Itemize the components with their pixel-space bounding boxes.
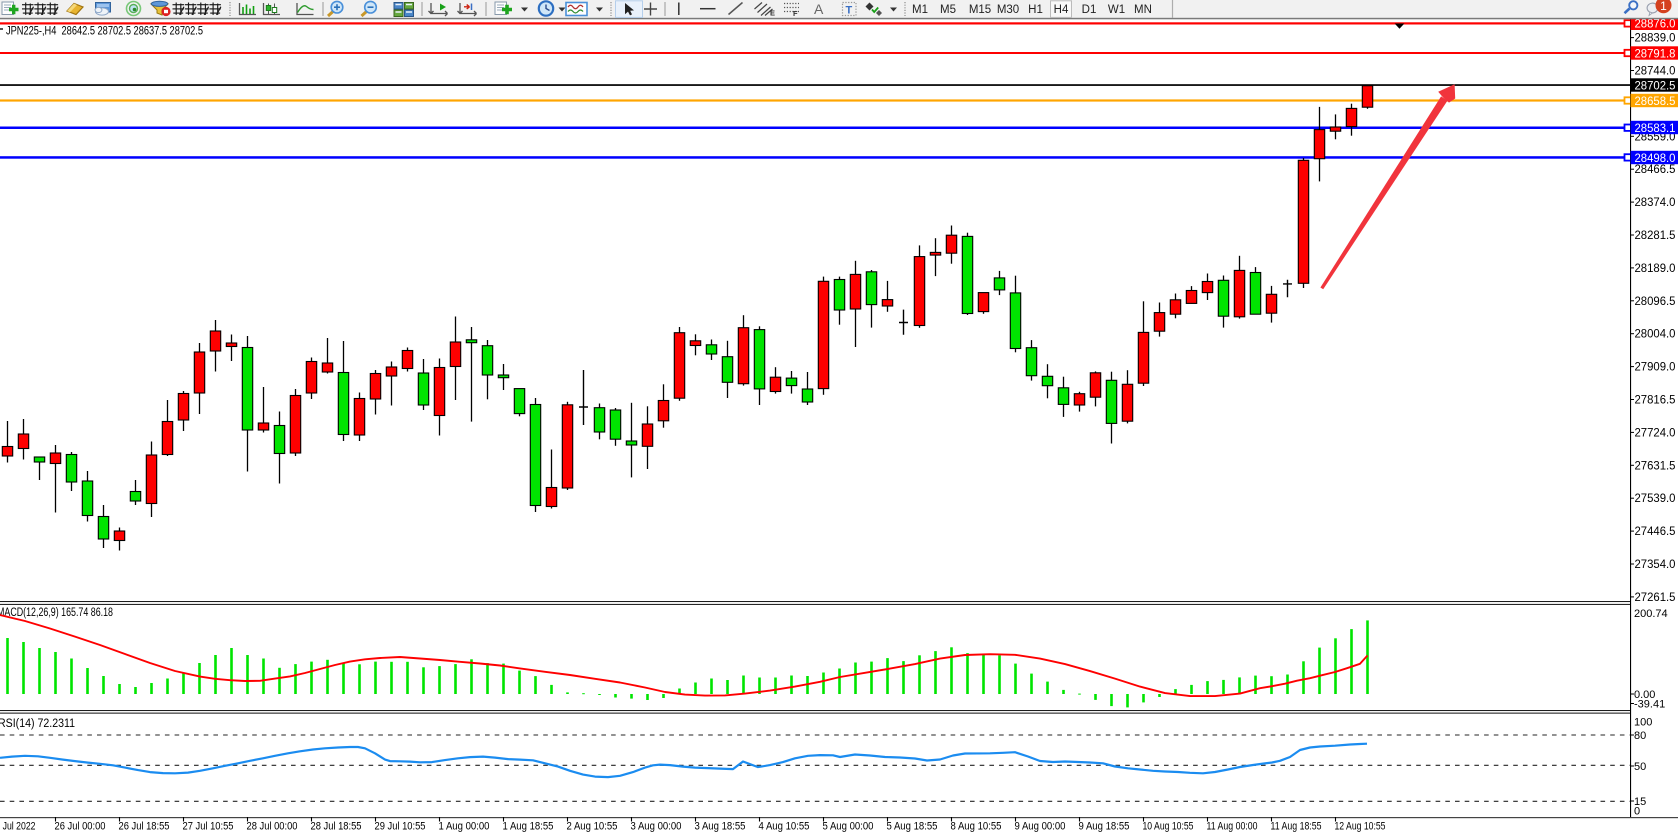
- svg-text:-39.41: -39.41: [1634, 699, 1665, 711]
- svg-text:26 Jul 18:55: 26 Jul 18:55: [119, 821, 170, 833]
- svg-text:28583.1: 28583.1: [1635, 123, 1676, 135]
- svg-text:5 Aug 18:55: 5 Aug 18:55: [887, 821, 938, 833]
- svg-text:25 Jul 2022: 25 Jul 2022: [0, 821, 36, 833]
- svg-text:28839.0: 28839.0: [1635, 33, 1676, 45]
- svg-text:28498.0: 28498.0: [1635, 153, 1676, 165]
- svg-text:28096.5: 28096.5: [1635, 296, 1676, 308]
- svg-text:3 Aug 00:00: 3 Aug 00:00: [631, 821, 682, 833]
- svg-text:80: 80: [1634, 730, 1646, 742]
- svg-text:28702.5: 28702.5: [1635, 80, 1676, 92]
- svg-text:27909.0: 27909.0: [1635, 362, 1676, 374]
- svg-text:H1: H1: [1028, 4, 1043, 16]
- svg-text:F: F: [793, 9, 798, 18]
- svg-text:1 Aug 00:00: 1 Aug 00:00: [439, 821, 490, 833]
- svg-text:W1: W1: [1108, 4, 1125, 16]
- svg-text:9 Aug 00:00: 9 Aug 00:00: [1015, 821, 1066, 833]
- svg-text:JPN225-,H4 28642.5 28702.5 28: JPN225-,H4 28642.5 28702.5 28637.5 28702…: [6, 24, 203, 38]
- svg-text:8 Aug 10:55: 8 Aug 10:55: [951, 821, 1002, 833]
- svg-text:28559.0: 28559.0: [1635, 131, 1676, 143]
- svg-text:4 Aug 10:55: 4 Aug 10:55: [759, 821, 810, 833]
- svg-text:28189.0: 28189.0: [1635, 263, 1676, 275]
- svg-text:29 Jul 10:55: 29 Jul 10:55: [375, 821, 426, 833]
- svg-text:A: A: [814, 1, 824, 17]
- svg-text:28004.0: 28004.0: [1635, 329, 1676, 341]
- svg-text:MACD(12,26,9) 165.74 86.18: MACD(12,26,9) 165.74 86.18: [0, 607, 113, 619]
- svg-text:28876.0: 28876.0: [1635, 19, 1676, 31]
- svg-text:200.74: 200.74: [1634, 608, 1668, 620]
- svg-text:1: 1: [1660, 0, 1667, 13]
- svg-text:28281.5: 28281.5: [1635, 230, 1676, 242]
- svg-text:28 Jul 00:00: 28 Jul 00:00: [247, 821, 298, 833]
- svg-text:11 Aug 18:55: 11 Aug 18:55: [1271, 821, 1322, 833]
- svg-text:D1: D1: [1082, 4, 1097, 16]
- svg-text:M30: M30: [997, 4, 1019, 16]
- svg-text:M5: M5: [940, 4, 956, 16]
- svg-text:27 Jul 10:55: 27 Jul 10:55: [183, 821, 234, 833]
- svg-text:15: 15: [1634, 796, 1646, 808]
- svg-text:RSI(14) 72.2311: RSI(14) 72.2311: [0, 718, 75, 730]
- svg-text:2 Aug 10:55: 2 Aug 10:55: [567, 821, 618, 833]
- svg-text:12 Aug 10:55: 12 Aug 10:55: [1335, 821, 1386, 833]
- svg-text:5 Aug 00:00: 5 Aug 00:00: [823, 821, 874, 833]
- svg-text:27354.0: 27354.0: [1635, 559, 1676, 571]
- svg-text:28 Jul 18:55: 28 Jul 18:55: [311, 821, 362, 833]
- svg-text:T: T: [846, 5, 853, 17]
- svg-text:M1: M1: [912, 4, 928, 16]
- svg-text:28466.5: 28466.5: [1635, 164, 1676, 176]
- svg-text:27724.0: 27724.0: [1635, 427, 1676, 439]
- svg-text:3 Aug 18:55: 3 Aug 18:55: [695, 821, 746, 833]
- svg-text:10 Aug 10:55: 10 Aug 10:55: [1143, 821, 1194, 833]
- svg-text:27539.0: 27539.0: [1635, 493, 1676, 505]
- svg-text:28374.0: 28374.0: [1635, 197, 1676, 209]
- svg-text:28658.5: 28658.5: [1635, 96, 1676, 108]
- svg-text:28791.8: 28791.8: [1635, 48, 1676, 60]
- svg-text:9 Aug 18:55: 9 Aug 18:55: [1079, 821, 1130, 833]
- svg-text:28744.0: 28744.0: [1635, 66, 1676, 78]
- svg-text:E: E: [770, 9, 775, 18]
- svg-text:H4: H4: [1054, 4, 1069, 16]
- svg-text:27631.5: 27631.5: [1635, 460, 1676, 472]
- svg-text:0.00: 0.00: [1634, 689, 1655, 701]
- svg-text:27261.5: 27261.5: [1635, 592, 1676, 604]
- svg-text:MN: MN: [1134, 4, 1152, 16]
- svg-text:1 Aug 18:55: 1 Aug 18:55: [503, 821, 554, 833]
- svg-text:26 Jul 00:00: 26 Jul 00:00: [55, 821, 106, 833]
- svg-text:27446.5: 27446.5: [1635, 526, 1676, 538]
- svg-text:M15: M15: [969, 4, 991, 16]
- svg-text:27816.5: 27816.5: [1635, 395, 1676, 407]
- svg-text:100: 100: [1634, 717, 1652, 729]
- svg-text:0: 0: [1634, 806, 1640, 818]
- svg-text:50: 50: [1634, 761, 1646, 773]
- svg-text:11 Aug 00:00: 11 Aug 00:00: [1207, 821, 1258, 833]
